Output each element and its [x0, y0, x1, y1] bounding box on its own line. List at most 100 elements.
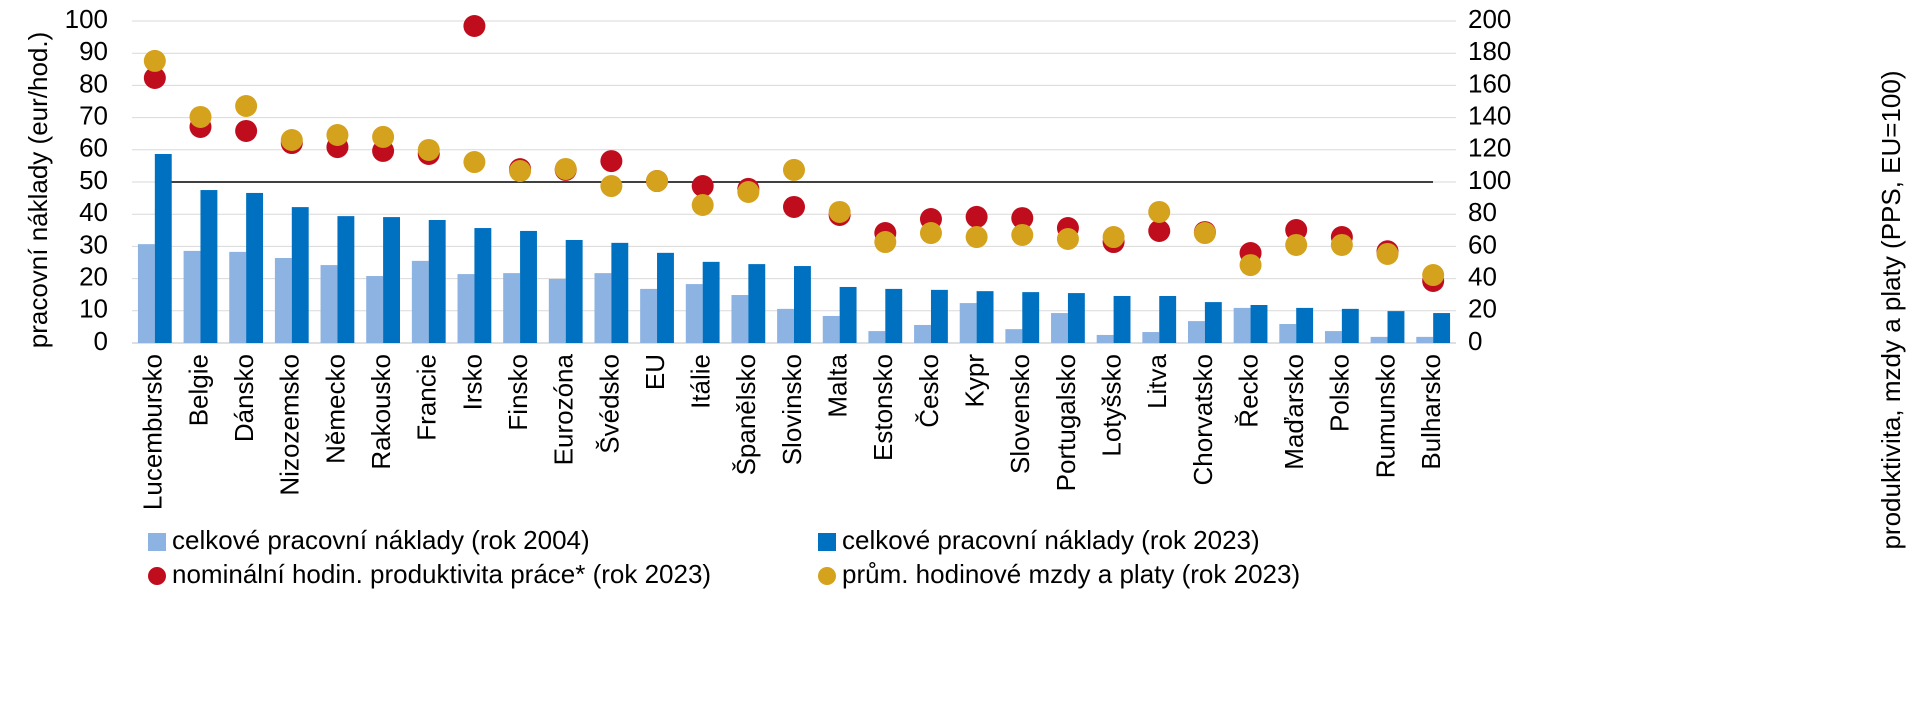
x-tick-label: Nizozemsko [275, 354, 305, 496]
y-tick-label: 40 [79, 197, 108, 227]
y-tick-label: 60 [79, 133, 108, 163]
bar [1159, 295, 1177, 343]
bar [274, 257, 292, 343]
bar [383, 217, 400, 343]
dot [1422, 264, 1445, 287]
dot [965, 226, 988, 249]
x-tick-label: Slovinsko [777, 354, 807, 465]
bar [154, 153, 172, 343]
bar [1051, 313, 1068, 343]
bar [246, 192, 264, 343]
bar [1188, 321, 1205, 343]
dot [691, 175, 714, 198]
x-tick-label: Švédsko [594, 354, 624, 454]
dot [1376, 242, 1399, 265]
dot [919, 222, 942, 245]
legend-label: celkové pracovní náklady (rok 2004) [172, 525, 590, 555]
x-tick-label: Francie [412, 354, 442, 441]
bar [548, 278, 566, 343]
legend-swatch [148, 567, 166, 585]
bar [702, 261, 720, 343]
bar [1250, 305, 1268, 343]
bar [1142, 332, 1160, 343]
dot [235, 95, 258, 118]
y2-tick-label: 160 [1468, 68, 1511, 98]
legend-label: celkové pracovní náklady (rok 2023) [842, 525, 1260, 555]
y2-tick-label: 20 [1468, 294, 1497, 324]
x-tick-label: Litva [1142, 353, 1172, 408]
y2-tick-label: 120 [1468, 133, 1511, 163]
x-tick-label: Slovensko [1005, 354, 1035, 474]
bar [366, 276, 384, 343]
y2-tick-label: 180 [1468, 36, 1511, 66]
dot [417, 138, 440, 161]
legend-swatch [818, 567, 836, 585]
dot [1239, 254, 1262, 277]
dot [143, 49, 166, 72]
x-tick-label: Řecko [1233, 354, 1263, 428]
bar [565, 239, 583, 343]
dot [1102, 226, 1125, 249]
y-tick-label: 20 [79, 261, 108, 291]
y2-tick-label: 40 [1468, 261, 1497, 291]
bar [474, 228, 492, 343]
y2-axis-label: produktivita, mzdy a platy (PPS, EU=100) [1876, 70, 1906, 549]
bar [337, 216, 355, 343]
bar [183, 250, 201, 343]
x-tick-label: Chorvatsko [1188, 354, 1218, 486]
x-tick-label: Španělsko [731, 354, 761, 475]
y-tick-label: 90 [79, 36, 108, 66]
dot [554, 157, 577, 180]
bar [1324, 331, 1342, 343]
bar [428, 219, 446, 343]
bar [229, 251, 247, 343]
dot [600, 150, 623, 173]
x-tick-label: Estonsko [868, 354, 898, 461]
bar [503, 273, 521, 343]
dot [235, 119, 258, 142]
x-tick-label: Bulharsko [1416, 354, 1446, 470]
bar [868, 331, 886, 343]
bar [1113, 295, 1131, 343]
y2-tick-label: 140 [1468, 100, 1511, 130]
x-tick-label: Rumunsko [1370, 354, 1400, 478]
dot [691, 194, 714, 217]
y-tick-label: 10 [79, 294, 108, 324]
x-tick-label: Maďarsko [1279, 354, 1309, 470]
bar [1296, 307, 1314, 343]
dot [646, 170, 669, 193]
legend-label: nominální hodin. produktivita práce* (ro… [172, 559, 711, 589]
bar [1416, 336, 1434, 343]
legend-swatch [818, 533, 836, 551]
y-tick-label: 30 [79, 229, 108, 259]
dot [783, 158, 805, 181]
dot [1193, 222, 1216, 245]
bar [1370, 336, 1388, 343]
x-tick-label: Kypr [959, 354, 989, 408]
y-axis-label: pracovní náklady (eur/hod.) [23, 32, 53, 349]
bar [1433, 313, 1451, 343]
x-tick-label: Malta [823, 353, 853, 417]
bar [594, 273, 612, 343]
y2-tick-label: 200 [1468, 4, 1511, 34]
bar [685, 284, 703, 343]
dot [737, 180, 760, 203]
bar [411, 260, 429, 343]
x-tick-label: Dánsko [229, 354, 259, 442]
dot [463, 14, 486, 37]
y-tick-label: 0 [94, 326, 108, 356]
bar [1387, 311, 1405, 343]
dot [1056, 227, 1079, 250]
dot [965, 205, 988, 228]
y2-tick-label: 0 [1468, 326, 1482, 356]
bar [1067, 293, 1085, 343]
bar [885, 288, 903, 343]
bar [200, 190, 218, 343]
dot [1285, 233, 1308, 256]
legend-label: prům. hodinové mzdy a platy (rok 2023) [842, 559, 1300, 589]
dot [280, 128, 303, 151]
bar [777, 308, 794, 343]
bar [320, 265, 338, 343]
x-tick-label: Německo [320, 354, 350, 464]
y-tick-label: 50 [79, 165, 108, 195]
